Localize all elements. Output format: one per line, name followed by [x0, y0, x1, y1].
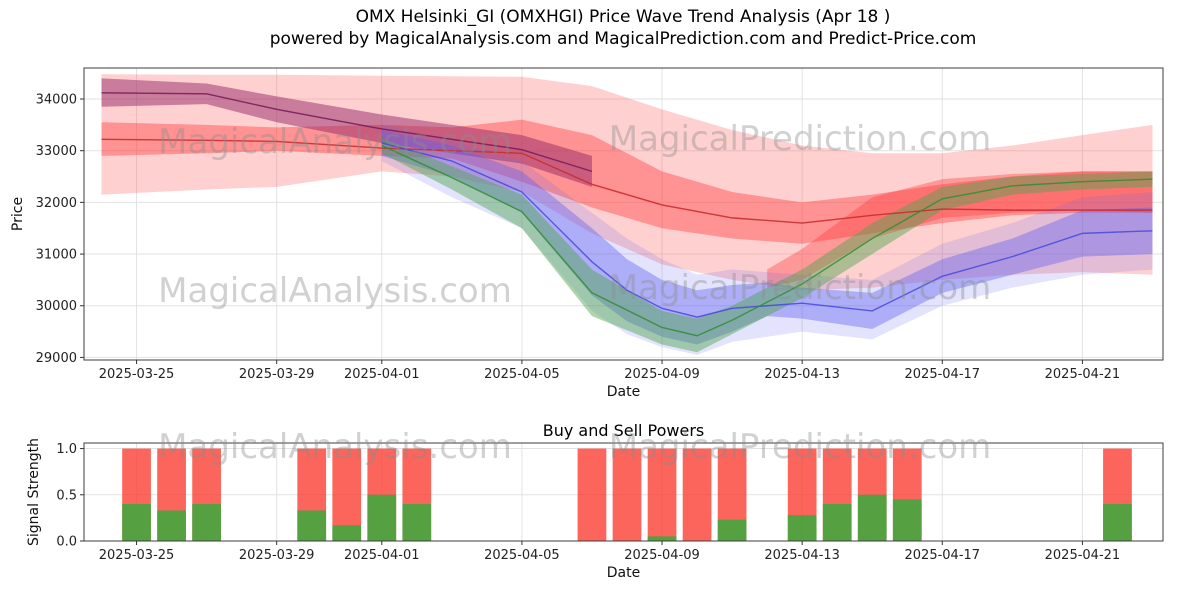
- x-tick-label: 2025-04-13: [764, 548, 840, 563]
- sell-bar-2025-04-08: [612, 448, 642, 541]
- x-tick-label: 2025-03-25: [99, 367, 175, 382]
- buy-bar-2025-04-09: [647, 536, 677, 541]
- x-tick-label: 2025-04-17: [905, 367, 981, 382]
- buy-bar-2025-04-11: [717, 519, 747, 541]
- plots: 2025-03-25 2025-03-29 2025-04-01 2025-04-05…: [10, 67, 1164, 581]
- watermark-prediction: MagicalPrediction.com: [609, 268, 992, 308]
- y-tick-label: 29000: [36, 351, 77, 366]
- signal-chart: 2025-03-25 2025-03-29 2025-04-01 2025-04-05…: [26, 421, 1164, 581]
- y-tick-label: 33000: [36, 144, 77, 159]
- chart-title: OMX Helsinki_GI (OMXHGI) Price Wave Tren…: [356, 7, 891, 27]
- plot-frame: [83, 67, 1164, 361]
- x-tick-label: 2025-04-01: [344, 367, 420, 382]
- x-tick-label: 2025-04-09: [624, 367, 700, 382]
- y-tick-label: 0.0: [56, 535, 77, 550]
- signal-bars: [122, 448, 1132, 541]
- buy-bar-2025-04-16: [892, 499, 922, 541]
- blue-trend-line: [381, 142, 1153, 318]
- x-tick-label: 2025-04-13: [764, 367, 840, 382]
- purple-band: [101, 78, 592, 187]
- price-chart: 2025-03-25 2025-03-29 2025-04-01 2025-04-05…: [10, 67, 1164, 400]
- purple-trend-line: [101, 92, 593, 173]
- x-tick-label: 2025-03-29: [239, 367, 315, 382]
- buy-bar-2025-03-25: [122, 504, 151, 541]
- sell-bar-2025-04-07: [577, 448, 607, 541]
- buy-bar-2025-04-22: [1103, 504, 1132, 541]
- buy-bar-2025-03-31: [332, 525, 362, 541]
- red-trend-line: [101, 138, 1153, 224]
- buy-bar-2025-04-01: [367, 494, 397, 541]
- sell-bar-2025-04-10: [682, 448, 712, 541]
- blue-outer-band: [381, 124, 1153, 355]
- y-tick-label: 31000: [36, 248, 77, 263]
- watermarks: MagicalAnalysis.com MagicalPrediction.com…: [158, 119, 991, 467]
- inner-red-band: [101, 119, 1153, 244]
- x-tick-label: 2025-04-09: [624, 548, 700, 563]
- green-band: [381, 137, 1153, 353]
- x-tick-label: 2025-04-01: [344, 548, 420, 563]
- watermark-analysis: MagicalAnalysis.com: [158, 427, 512, 467]
- buy-bar-2025-04-14: [822, 504, 852, 541]
- buy-bar-2025-04-15: [857, 494, 887, 541]
- y-tick-label: 34000: [36, 93, 77, 108]
- watermark-prediction: MagicalPrediction.com: [609, 119, 992, 159]
- subplot-title: Buy and Sell Powers: [543, 421, 705, 440]
- plot-frame: [83, 442, 1164, 542]
- y-tick-label: 32000: [36, 196, 77, 211]
- x-axis-label: Date: [607, 384, 640, 400]
- watermark-prediction: MagicalPrediction.com: [609, 427, 992, 467]
- buy-bar-2025-04-13: [787, 515, 817, 541]
- buy-bar-2025-04-02: [402, 504, 432, 541]
- x-tick-label: 2025-03-25: [99, 548, 175, 563]
- y-axis-label: Price: [10, 197, 26, 231]
- x-tick-label: 2025-04-05: [484, 548, 560, 563]
- x-axis-label: Date: [607, 565, 640, 581]
- chart-subtitle: powered by MagicalAnalysis.com and Magic…: [270, 29, 977, 49]
- watermark-analysis: MagicalAnalysis.com: [158, 271, 512, 311]
- x-tick-label: 2025-04-21: [1045, 367, 1121, 382]
- x-tick-label: 2025-04-21: [1045, 548, 1121, 563]
- y-tick-label: 0.5: [56, 488, 77, 503]
- x-tick-label: 2025-03-29: [239, 548, 315, 563]
- y-tick-label: 1.0: [56, 442, 77, 457]
- sell-bar-2025-04-09: [647, 448, 677, 541]
- y-tick-label: 30000: [36, 299, 77, 314]
- rising-red-band: [767, 171, 1153, 288]
- watermark-analysis: MagicalAnalysis.com: [158, 122, 512, 162]
- x-tick-label: 2025-04-17: [905, 548, 981, 563]
- x-tick-label: 2025-04-05: [484, 367, 560, 382]
- buy-bar-2025-03-27: [192, 504, 221, 541]
- buy-bar-2025-03-26: [157, 510, 186, 541]
- green-trend-line: [381, 144, 1153, 337]
- buy-bar-2025-03-30: [297, 510, 327, 541]
- y-axis-label: Signal Strength: [26, 438, 42, 546]
